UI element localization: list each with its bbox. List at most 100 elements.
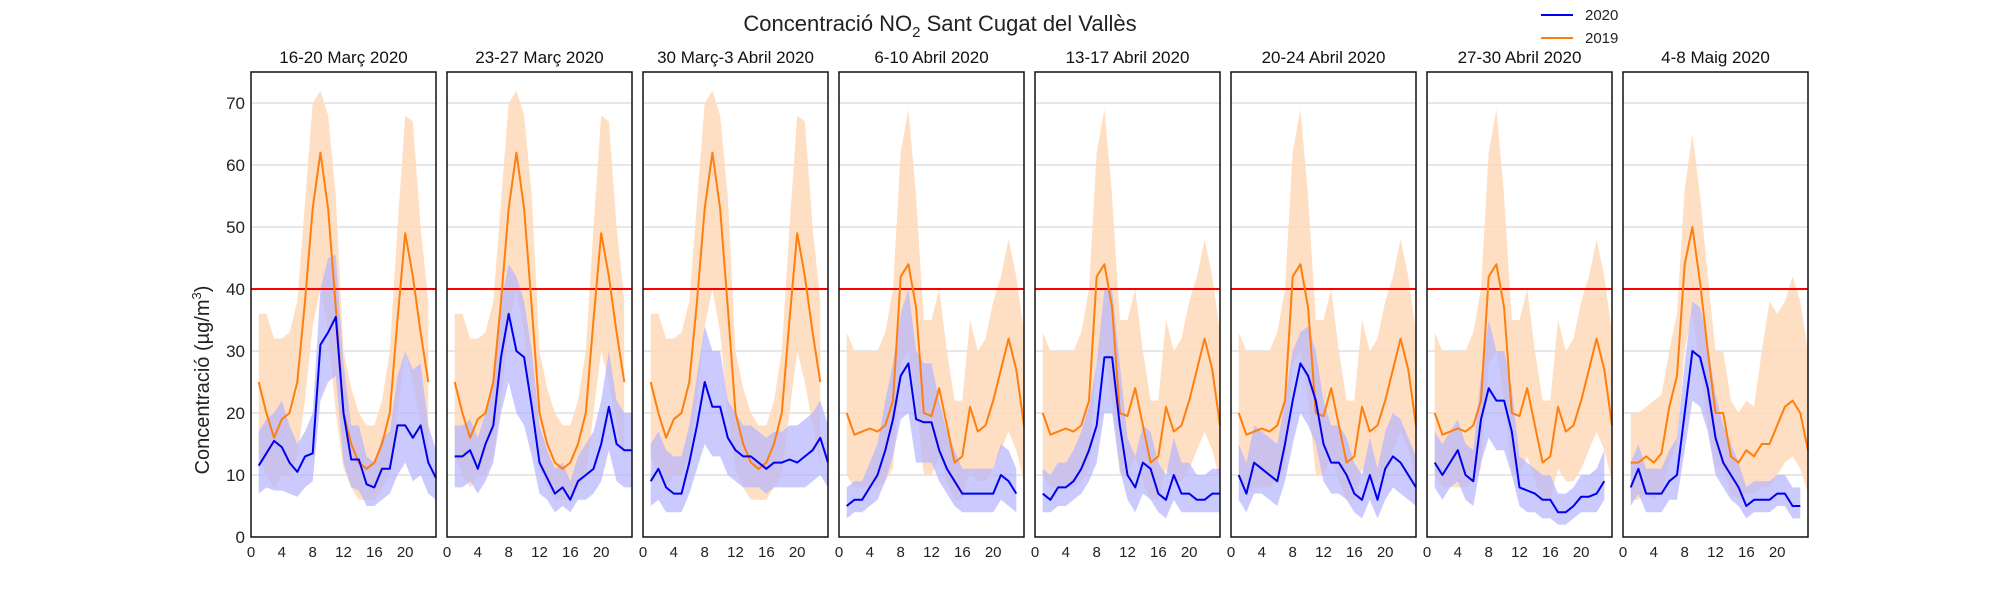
x-tick-label: 4 [474, 544, 482, 561]
x-tick-label: 4 [1258, 544, 1266, 561]
x-tick-label: 8 [1680, 544, 1688, 561]
band-2020 [1042, 289, 1220, 519]
chart-title: Concentració NO2 Sant Cugat del Vallès [743, 11, 1136, 41]
band-2020 [650, 326, 828, 513]
x-tick-label: 20 [1377, 544, 1394, 561]
series-line-2020 [846, 362, 1018, 507]
legend-label-2020: 2020 [1585, 7, 1618, 24]
y-tick-label: 10 [226, 466, 245, 485]
series-line-2020 [1433, 387, 1606, 514]
chart-title-main: Concentració NO [743, 11, 912, 36]
y-axis-label-main: Concentració (µg/m [192, 299, 214, 474]
x-tick-label: 20 [593, 544, 610, 561]
series-line-2019 [1630, 226, 1809, 464]
panel-title: 20-24 Abril 2020 [1262, 48, 1386, 67]
x-tick-label: 4 [278, 544, 286, 561]
panel-frame [838, 71, 1025, 538]
panel-4: 0 4 8 12 16 20 6-10 Abril 2020 [835, 48, 1025, 561]
panel-frame [250, 71, 437, 538]
x-tick-label: 0 [1227, 544, 1235, 561]
x-tick-label: 0 [1619, 544, 1627, 561]
x-tick-label: 16 [1542, 544, 1559, 561]
x-tick-label: 12 [1707, 544, 1724, 561]
band-2019 [258, 90, 429, 500]
series-line-2019 [1433, 263, 1613, 464]
x-tick-label: 16 [758, 544, 775, 561]
series-line-2019 [649, 151, 822, 470]
x-tick-label: 4 [866, 544, 874, 561]
series-line-2020 [1237, 362, 1417, 501]
panel-frame [446, 71, 633, 538]
x-tick-label: 12 [335, 544, 352, 561]
panel-6: 0 4 8 12 16 20 20-24 Abril 2020 [1227, 48, 1417, 561]
band-2020 [846, 289, 1017, 519]
panel-frame [1230, 71, 1417, 538]
x-tick-label: 12 [1511, 544, 1528, 561]
band-2019 [650, 90, 821, 500]
x-tick-label: 4 [670, 544, 678, 561]
x-tick-label: 0 [443, 544, 451, 561]
x-tick-label: 0 [639, 544, 647, 561]
series-line-2020 [1042, 356, 1220, 501]
band-2019 [1042, 109, 1220, 500]
panel-title: 16-20 Març 2020 [279, 48, 408, 67]
y-tick-label: 40 [226, 280, 245, 299]
x-tick-label: 0 [835, 544, 843, 561]
y-axis-label-end: ) [192, 286, 214, 293]
series-line-2020 [649, 381, 829, 495]
panel-frame [642, 71, 829, 538]
x-tick-label: 12 [1119, 544, 1136, 561]
x-tick-label: 20 [1769, 544, 1786, 561]
band-2019 [1630, 134, 1808, 500]
y-axis-label-superscript: 3 [189, 292, 204, 299]
band-2019 [1238, 109, 1416, 500]
x-tick-label: 20 [789, 544, 806, 561]
x-tick-label: 4 [1062, 544, 1070, 561]
panel-title: 13-17 Abril 2020 [1066, 48, 1190, 67]
series-line-2020 [454, 312, 632, 501]
x-tick-label: 20 [985, 544, 1002, 561]
legend-label-2019: 2019 [1585, 30, 1618, 47]
series-line-2019 [1237, 263, 1417, 464]
x-tick-label: 12 [531, 544, 548, 561]
x-tick-label: 8 [1092, 544, 1100, 561]
x-tick-label: 16 [366, 544, 383, 561]
x-tick-label: 8 [700, 544, 708, 561]
x-tick-label: 8 [1288, 544, 1296, 561]
panel-frame [1034, 71, 1221, 538]
panel-title: 30 Març-3 Abril 2020 [657, 48, 814, 67]
x-tick-label: 16 [562, 544, 579, 561]
series-line-2019 [453, 151, 626, 470]
series-line-2020 [257, 315, 437, 489]
x-tick-label: 4 [1650, 544, 1658, 561]
x-tick-label: 12 [1315, 544, 1332, 561]
panel-3: 0 4 8 12 16 20 30 Març-3 Abril 2020 [639, 48, 829, 561]
y-tick-label: 20 [226, 404, 245, 423]
panel-frame [1426, 71, 1613, 538]
x-tick-label: 16 [1150, 544, 1167, 561]
series-line-2019 [845, 263, 1025, 464]
panel-1: 0 10 20 30 40 50 60 70 0 4 8 12 16 20 16-20 Març 2020 [226, 48, 437, 561]
x-tick-label: 8 [308, 544, 316, 561]
panel-8: 0 4 8 12 16 20 4-8 Maig 2020 [1619, 48, 1809, 561]
panel-title: 6-10 Abril 2020 [874, 48, 988, 67]
x-tick-label: 20 [1181, 544, 1198, 561]
x-tick-label: 20 [1573, 544, 1590, 561]
x-tick-label: 12 [923, 544, 940, 561]
x-tick-label: 0 [247, 544, 255, 561]
y-tick-label: 50 [226, 218, 245, 237]
band-2020 [1238, 326, 1416, 519]
band-2020 [1434, 320, 1605, 525]
y-tick-label: 70 [226, 94, 245, 113]
panel-title: 4-8 Maig 2020 [1661, 48, 1770, 67]
x-tick-label: 8 [1484, 544, 1492, 561]
y-tick-label: 30 [226, 342, 245, 361]
x-tick-label: 16 [1346, 544, 1363, 561]
panel-title: 23-27 Març 2020 [475, 48, 604, 67]
chart-title-subscript: 2 [912, 24, 920, 41]
series-line-2020 [1629, 350, 1801, 507]
x-tick-label: 8 [896, 544, 904, 561]
x-tick-label: 0 [1031, 544, 1039, 561]
x-tick-label: 0 [1423, 544, 1431, 561]
